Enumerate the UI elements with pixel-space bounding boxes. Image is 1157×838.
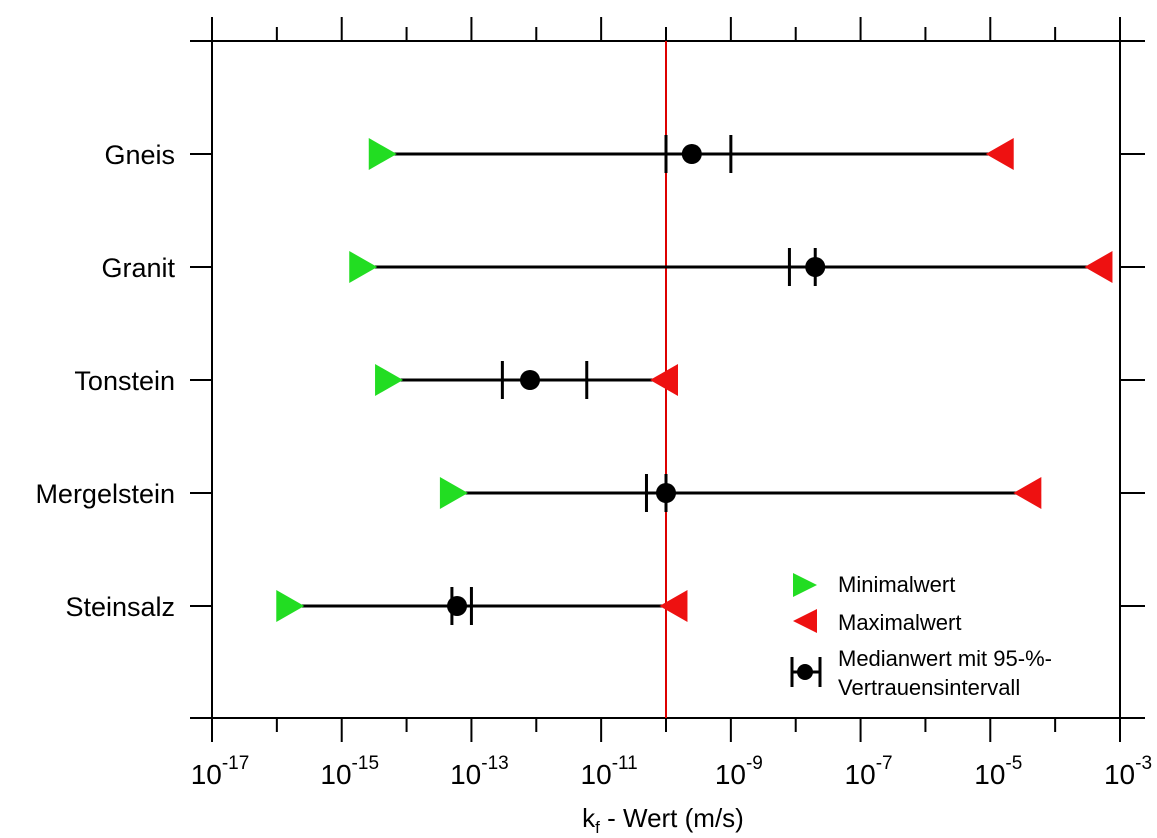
min-marker — [368, 138, 397, 170]
axis-ticks — [190, 17, 1145, 742]
category-label: Steinsalz — [65, 592, 175, 622]
category-labels: Gneis Granit Tonstein Mergelstein Steinsalz — [35, 140, 175, 622]
median-marker — [805, 257, 826, 277]
category-label: Granit — [101, 253, 175, 283]
median-marker — [681, 144, 702, 164]
min-marker — [276, 590, 305, 622]
x-axis-title-rest: - Wert (m/s) — [600, 803, 744, 833]
legend-min-marker — [793, 573, 817, 597]
max-marker — [650, 364, 678, 396]
x-axis-title-base: k — [582, 803, 596, 833]
x-tick-label: 10-17 — [191, 753, 250, 790]
legend-max-marker — [793, 609, 817, 633]
max-marker — [1013, 477, 1042, 509]
min-marker — [439, 477, 468, 509]
median-marker — [520, 370, 541, 390]
legend: Minimalwert Maximalwert Medianwert mit 95-… — [790, 572, 1052, 700]
x-tick-label: 10-5 — [974, 753, 1022, 790]
legend-median-marker — [797, 664, 813, 680]
median-marker — [447, 596, 468, 616]
legend-label: Minimalwert — [838, 572, 955, 597]
max-marker — [659, 590, 688, 622]
max-marker — [1084, 251, 1113, 283]
x-tick-label: 10-13 — [450, 753, 509, 790]
x-tick-labels: 10-17 10-15 10-13 10-11 10-9 10-7 10-5 10-3 — [191, 753, 1152, 790]
x-axis-title: kf - Wert (m/s) — [582, 803, 744, 837]
median-marker — [656, 483, 676, 503]
x-tick-label: 10-15 — [320, 753, 379, 790]
legend-label: Maximalwert — [838, 610, 961, 635]
legend-label: Vertrauensintervall — [838, 675, 1020, 700]
x-tick-label: 10-9 — [715, 753, 763, 790]
category-label: Tonstein — [74, 366, 175, 396]
x-tick-label: 10-7 — [845, 753, 893, 790]
min-marker — [349, 251, 378, 283]
x-tick-label: 10-3 — [1104, 753, 1152, 790]
legend-label: Medianwert mit 95-%- — [838, 646, 1052, 671]
category-label: Mergelstein — [35, 479, 175, 509]
category-label: Gneis — [104, 140, 175, 170]
ranges-layer — [276, 135, 1113, 625]
min-marker — [375, 364, 404, 396]
x-tick-label: 10-11 — [581, 753, 638, 790]
max-marker — [985, 138, 1014, 170]
x-axis-title-sub: f — [595, 818, 600, 837]
